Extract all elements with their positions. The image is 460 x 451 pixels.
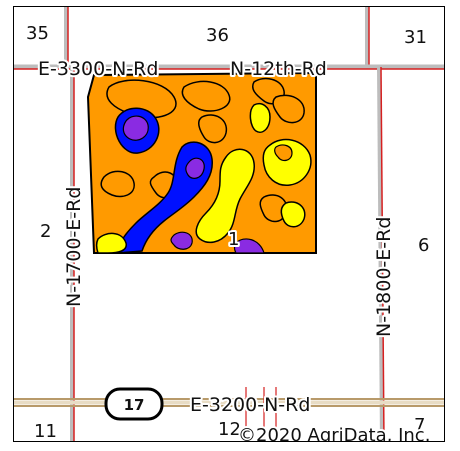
road-label-n12th: N-12th-Rd: [230, 58, 327, 80]
road-n1700: [70, 67, 75, 441]
section-36: 36: [206, 25, 229, 46]
section-12: 12: [218, 419, 241, 440]
highway-shield: 17: [104, 387, 164, 421]
section-31: 31: [404, 27, 427, 48]
road-label-n1700: N-1700-E-Rd: [63, 187, 85, 307]
section-7: 7: [414, 415, 425, 436]
road-label-e3200: E-3200-N-Rd: [190, 394, 310, 416]
section-6: 6: [418, 235, 429, 256]
road-e3200: [14, 398, 444, 407]
field-number-label: 1: [228, 229, 239, 250]
section-11: 11: [34, 421, 57, 442]
road-network: [14, 7, 444, 441]
section-numbers: 35 36 31 2 6 11 12 7: [26, 23, 429, 442]
road-labels: E-3300-N-Rd N-12th-Rd N-1700-E-Rd N-1800…: [36, 56, 397, 418]
section-35: 35: [26, 23, 49, 44]
copyright-text: ©2020 AgriData, Inc.: [238, 425, 430, 442]
road-label-e3300: E-3300-N-Rd: [38, 58, 158, 80]
road-n1800: [377, 66, 385, 441]
soil-zone-purple[interactable]: [122, 115, 149, 141]
map-canvas[interactable]: 1 35 36 31 2 6 11 12 7 E-3300-N-Rd N-12t…: [14, 7, 445, 442]
soil-zone-yellow[interactable]: [195, 148, 255, 244]
field-soil-map[interactable]: 1: [86, 71, 317, 254]
road-e3300: [14, 64, 444, 70]
road-label-n1800: N-1800-E-Rd: [373, 217, 395, 337]
highway-shield-number: 17: [124, 396, 145, 414]
map-frame[interactable]: 1 35 36 31 2 6 11 12 7 E-3300-N-Rd N-12t…: [13, 6, 445, 442]
section-2: 2: [40, 221, 51, 242]
